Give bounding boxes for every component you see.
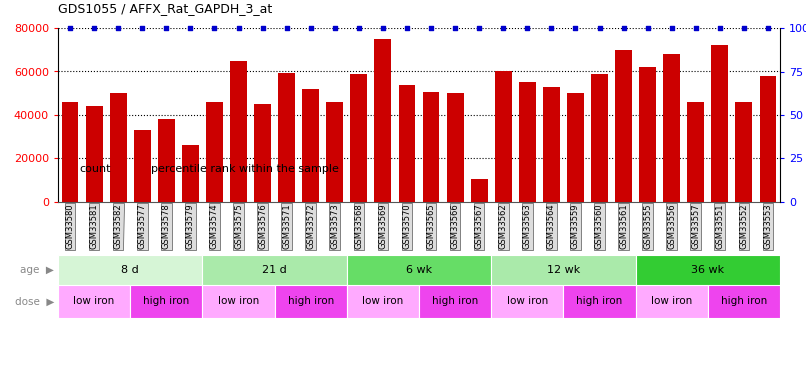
Bar [58,255,202,285]
Bar [375,39,392,202]
Text: dose  ▶: dose ▶ [15,297,54,306]
Point [135,26,148,32]
Point [569,26,582,32]
Text: high iron: high iron [432,297,478,306]
Point [496,26,509,32]
Text: low iron: low iron [362,297,404,306]
Bar [66,75,76,300]
Bar [447,93,463,202]
Point [184,26,197,32]
Point [232,26,245,32]
Bar [636,285,708,318]
Point [208,26,221,32]
Point [376,26,389,32]
Text: 21 d: 21 d [262,265,287,275]
Point [665,26,678,32]
Point [689,26,702,32]
Bar [278,73,295,202]
Bar [302,89,319,202]
Bar [759,76,776,202]
Point [401,26,413,32]
Text: low iron: low iron [507,297,548,306]
Bar [398,84,415,202]
Bar [158,119,175,202]
Text: low iron: low iron [651,297,692,306]
Point [449,26,462,32]
Bar [182,146,199,202]
Bar [563,285,636,318]
Point [160,26,172,32]
Bar [110,93,127,202]
Text: 8 d: 8 d [122,265,139,275]
Point [352,26,365,32]
Text: low iron: low iron [218,297,259,306]
Bar [254,104,271,202]
Text: percentile rank within the sample: percentile rank within the sample [152,164,339,174]
Point [88,26,101,32]
Point [521,26,534,32]
Text: high iron: high iron [288,297,334,306]
Point [64,26,77,32]
Bar [495,72,512,202]
Bar [202,255,347,285]
Bar [615,50,632,202]
Text: high iron: high iron [143,297,189,306]
Point [642,26,654,32]
Bar [139,75,148,300]
Bar [351,74,368,202]
Bar [61,102,78,202]
Bar [275,285,347,318]
Bar [708,285,780,318]
Text: age  ▶: age ▶ [20,265,54,275]
Text: high iron: high iron [576,297,622,306]
Text: 6 wk: 6 wk [406,265,432,275]
Bar [636,255,780,285]
Point [713,26,726,32]
Bar [519,82,536,202]
Bar [58,285,131,318]
Bar [422,92,439,202]
Bar [202,285,275,318]
Bar [543,87,560,202]
Bar [471,179,488,202]
Point [328,26,341,32]
Bar [326,102,343,202]
Text: 36 wk: 36 wk [692,265,725,275]
Point [256,26,269,32]
Bar [347,255,491,285]
Point [280,26,293,32]
Point [425,26,438,32]
Bar [736,102,752,202]
Bar [419,285,491,318]
Bar [347,285,419,318]
Bar [567,93,584,202]
Point [737,26,750,32]
Point [472,26,485,32]
Text: count: count [79,164,110,174]
Bar [712,45,729,202]
Point [617,26,630,32]
Point [593,26,606,32]
Text: high iron: high iron [721,297,767,306]
Bar [230,61,247,202]
Bar [131,285,202,318]
Bar [491,285,563,318]
Point [304,26,317,32]
Point [762,26,775,32]
Point [112,26,125,32]
Bar [206,102,222,202]
Point [545,26,558,32]
Text: 12 wk: 12 wk [546,265,580,275]
Bar [688,102,704,202]
Bar [591,74,608,202]
Bar [663,54,680,202]
Bar [134,130,151,202]
Text: low iron: low iron [73,297,114,306]
Bar [85,106,102,202]
Text: GDS1055 / AFFX_Rat_GAPDH_3_at: GDS1055 / AFFX_Rat_GAPDH_3_at [58,2,272,15]
Bar [491,255,636,285]
Bar [639,67,656,202]
